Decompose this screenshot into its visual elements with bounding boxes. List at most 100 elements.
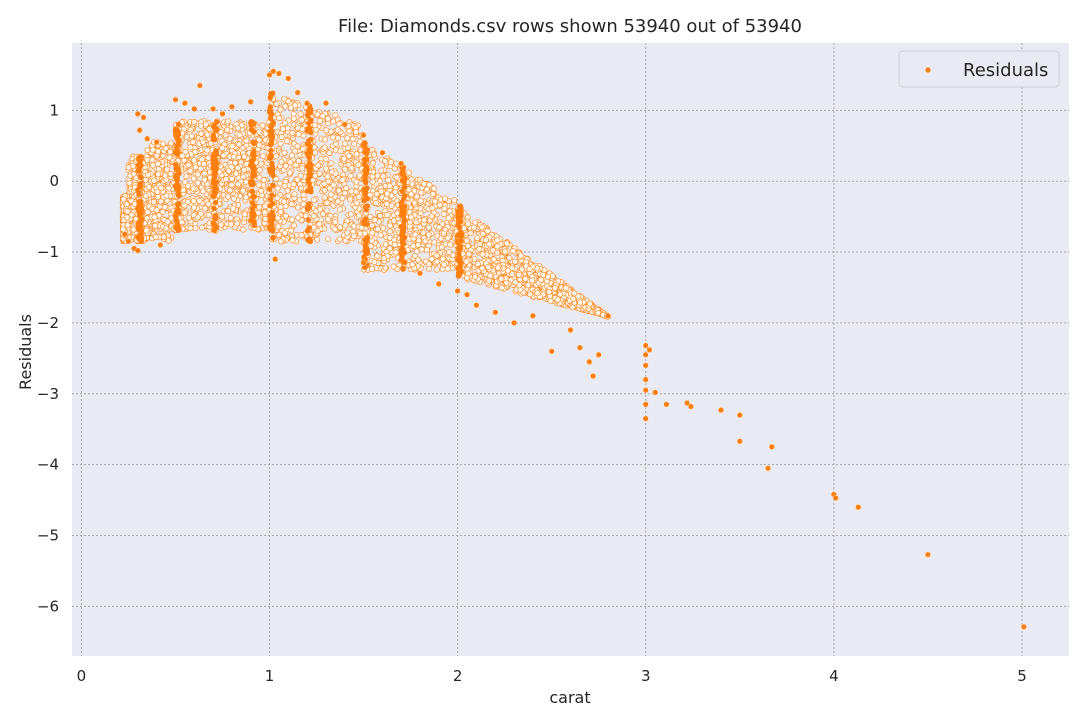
- y-tick-label: 0: [49, 172, 59, 190]
- data-point: [362, 242, 369, 248]
- data-point: [455, 273, 462, 279]
- data-point: [305, 139, 312, 145]
- data-point: [364, 248, 370, 254]
- data-point: [260, 177, 267, 183]
- data-point: [262, 216, 269, 222]
- data-point: [205, 154, 212, 161]
- data-point: [210, 165, 216, 171]
- data-point: [345, 153, 352, 160]
- data-point: [138, 211, 144, 217]
- data-point: [456, 224, 463, 231]
- data-point: [199, 139, 206, 146]
- data-point: [363, 164, 370, 170]
- data-point: [332, 219, 339, 225]
- data-point: [196, 198, 203, 205]
- data-point: [360, 259, 367, 266]
- data-point: [202, 205, 209, 212]
- data-point: [282, 230, 288, 237]
- data-point: [140, 114, 147, 121]
- data-point: [457, 214, 463, 220]
- data-point: [451, 197, 458, 204]
- data-point: [228, 182, 235, 188]
- data-point: [402, 217, 408, 223]
- data-point: [135, 206, 141, 213]
- data-point: [382, 264, 389, 271]
- data-point: [353, 129, 359, 136]
- data-point: [408, 191, 415, 198]
- data-point: [236, 141, 243, 148]
- data-point: [399, 177, 406, 184]
- data-point: [410, 243, 417, 250]
- data-point: [183, 173, 190, 180]
- data-point: [174, 222, 181, 228]
- data-point: [201, 170, 208, 177]
- x-axis-ticks: 0 1 2 3 4 5: [77, 667, 1027, 685]
- data-point: [485, 264, 492, 270]
- data-point: [386, 183, 393, 190]
- data-point: [409, 180, 415, 187]
- data-point: [153, 207, 160, 214]
- data-point: [363, 171, 369, 177]
- data-point: [326, 150, 333, 156]
- data-point: [445, 215, 452, 222]
- data-point: [323, 127, 330, 134]
- data-point: [515, 271, 522, 278]
- data-point: [173, 166, 180, 173]
- data-point: [231, 195, 237, 202]
- data-point: [516, 282, 523, 289]
- data-point: [444, 265, 451, 272]
- data-point: [325, 216, 332, 223]
- data-point: [229, 143, 236, 149]
- data-point: [204, 147, 211, 154]
- data-point: [474, 261, 481, 268]
- data-point: [457, 207, 464, 214]
- data-point: [400, 171, 406, 177]
- data-point: [316, 221, 323, 228]
- data-point: [438, 235, 445, 242]
- data-point: [201, 176, 208, 183]
- data-point: [465, 220, 472, 227]
- data-point: [256, 204, 263, 211]
- data-point: [146, 184, 152, 191]
- data-point: [353, 151, 360, 158]
- data-point: [335, 120, 342, 127]
- data-point: [192, 164, 199, 171]
- data-point: [310, 197, 317, 204]
- data-point: [247, 98, 254, 105]
- data-point: [285, 75, 292, 82]
- data-point: [295, 214, 302, 221]
- data-point: [270, 172, 276, 178]
- data-point: [399, 208, 405, 214]
- data-point: [277, 204, 284, 211]
- data-point: [330, 182, 337, 189]
- data-point: [234, 220, 241, 227]
- x-axis-label: carat: [549, 688, 590, 707]
- data-point: [412, 231, 419, 238]
- data-point: [426, 265, 433, 272]
- data-point: [275, 223, 282, 230]
- data-point: [135, 226, 142, 232]
- data-point: [401, 249, 407, 256]
- data-point: [415, 256, 422, 263]
- data-point: [281, 149, 288, 156]
- data-point: [522, 275, 529, 282]
- data-point: [225, 118, 232, 125]
- data-point: [595, 351, 602, 358]
- data-point: [305, 237, 311, 243]
- data-point: [371, 217, 378, 223]
- data-point: [184, 198, 191, 205]
- data-point: [224, 193, 231, 200]
- data-point: [194, 179, 201, 186]
- data-point: [409, 261, 416, 268]
- data-point: [269, 192, 275, 198]
- data-point: [369, 229, 376, 236]
- data-point: [144, 135, 151, 142]
- data-point: [855, 504, 862, 511]
- data-point: [297, 172, 304, 179]
- data-point: [377, 212, 384, 219]
- data-point: [436, 224, 443, 231]
- data-point: [576, 344, 583, 351]
- data-point: [344, 229, 351, 236]
- data-point: [347, 211, 354, 218]
- data-point: [226, 187, 233, 194]
